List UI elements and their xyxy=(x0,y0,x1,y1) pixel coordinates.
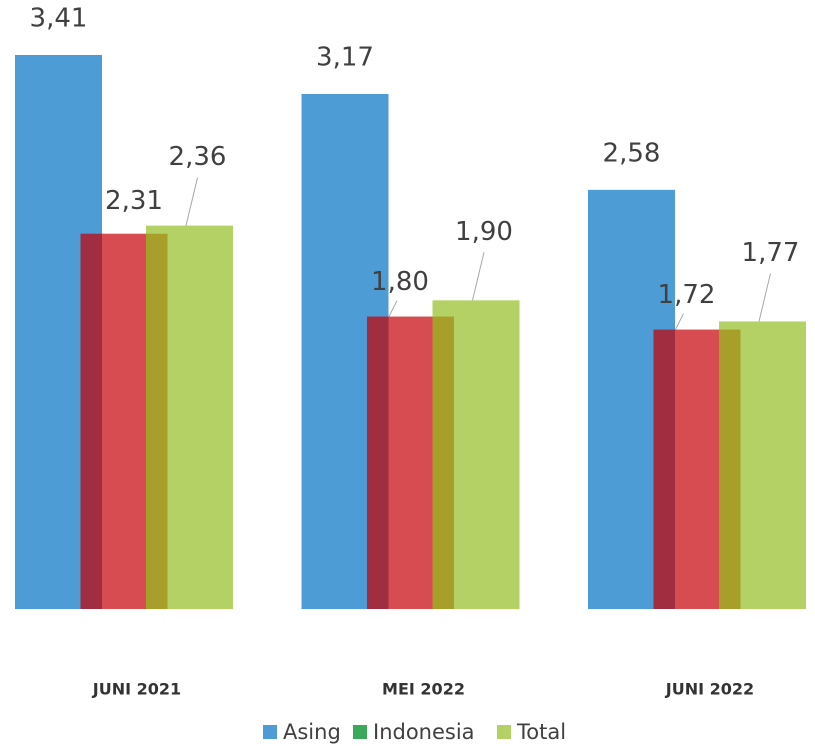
bar-overlap xyxy=(80,233,102,610)
bar-overlap xyxy=(367,316,389,609)
leader-line xyxy=(472,252,485,301)
legend-label: Indonesia xyxy=(373,720,475,744)
legend-swatch xyxy=(263,725,277,739)
leader-line xyxy=(675,313,684,330)
data-label: 2,58 xyxy=(603,138,661,168)
bar-overlap xyxy=(432,316,454,609)
data-label: 2,36 xyxy=(169,142,227,172)
data-label: 1,80 xyxy=(371,267,429,297)
x-tick-label: JUNI 2021 xyxy=(92,680,181,699)
data-label: 1,90 xyxy=(455,217,513,247)
leader-line xyxy=(388,300,398,317)
leader-line xyxy=(185,177,198,226)
legend-label: Total xyxy=(516,720,566,744)
bar-overlap xyxy=(653,329,675,609)
x-tick-label: MEI 2022 xyxy=(382,680,465,699)
data-label: 3,17 xyxy=(316,42,374,72)
legend-label: Asing xyxy=(283,720,341,744)
bar-overlap xyxy=(719,329,741,609)
bar-overlap xyxy=(146,233,168,610)
leader-line xyxy=(758,273,771,322)
data-label: 2,31 xyxy=(105,186,163,216)
legend-swatch xyxy=(353,725,367,739)
legend-swatch xyxy=(497,725,511,739)
data-label: 1,77 xyxy=(742,238,800,268)
data-label: 1,72 xyxy=(658,280,716,310)
data-label: 3,41 xyxy=(30,4,88,34)
x-tick-label: JUNI 2022 xyxy=(665,680,754,699)
